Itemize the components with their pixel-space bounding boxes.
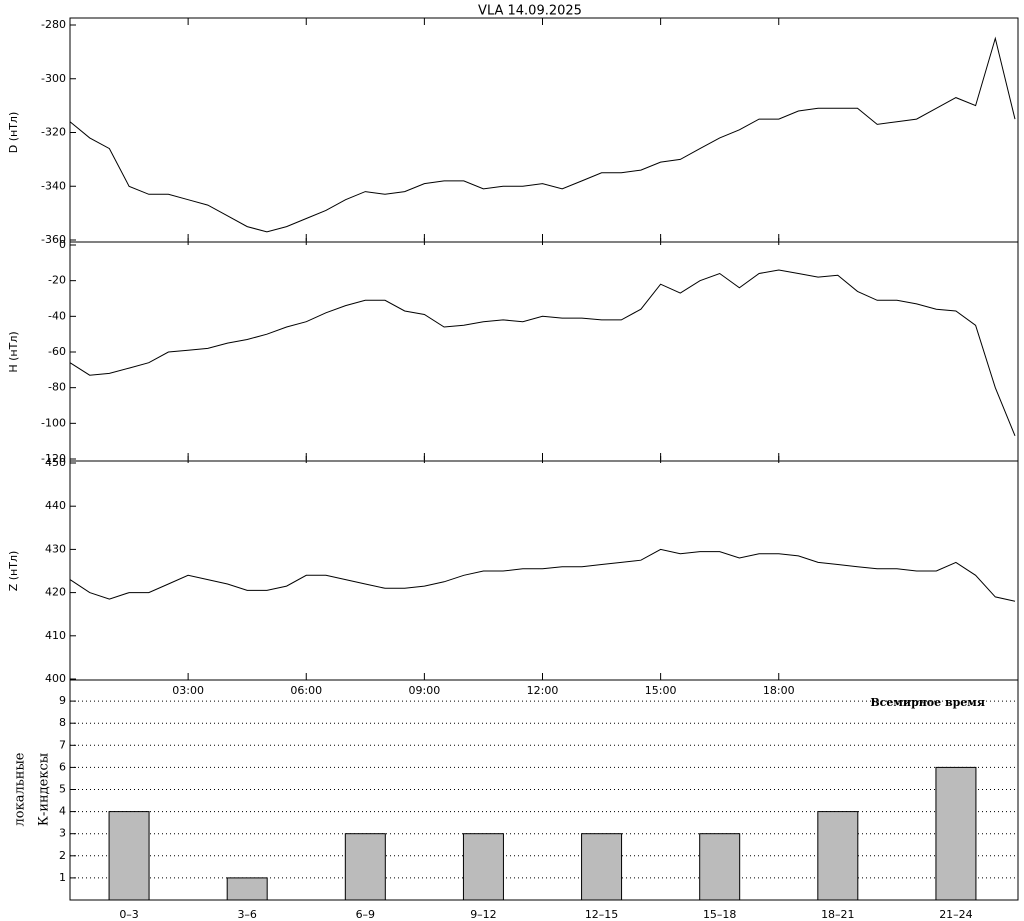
bar bbox=[462, 833, 504, 901]
y-tick-label: 2 bbox=[59, 849, 66, 862]
x-tick-label: 6–9 bbox=[356, 908, 376, 921]
y-tick-label: 1 bbox=[59, 871, 66, 884]
y-tick-label: 410 bbox=[45, 629, 66, 642]
y-tick-label: -340 bbox=[41, 179, 66, 192]
x-tick-label: 3–6 bbox=[237, 908, 257, 921]
y-tick-label: -300 bbox=[41, 72, 66, 85]
x-tick-label: 18–21 bbox=[821, 908, 855, 921]
y-tick-label: 7 bbox=[59, 738, 66, 751]
x-tick-label: 15–18 bbox=[703, 908, 737, 921]
y-tick-label: -80 bbox=[48, 381, 66, 394]
x-tick-label: 21–24 bbox=[939, 908, 973, 921]
y-tick-label: -320 bbox=[41, 126, 66, 139]
x-tick-label: 03:00 bbox=[172, 684, 204, 697]
y-tick-label: 440 bbox=[45, 499, 66, 512]
y-tick-label: 450 bbox=[45, 456, 66, 469]
bar bbox=[344, 833, 386, 901]
y-axis-label: локальные bbox=[13, 752, 28, 826]
bar bbox=[108, 811, 150, 901]
y-tick-label: -280 bbox=[41, 18, 66, 31]
y-tick-label: -20 bbox=[48, 274, 66, 287]
y-tick-label: 430 bbox=[45, 542, 66, 555]
annotation: Всемирное время bbox=[870, 696, 985, 709]
x-tick-label: 18:00 bbox=[763, 684, 795, 697]
bar bbox=[226, 877, 268, 901]
data-line bbox=[69, 36, 1016, 233]
panel-frame bbox=[69, 679, 1019, 901]
y-tick-label: 0 bbox=[59, 238, 66, 251]
y-tick-label: 9 bbox=[59, 694, 66, 707]
y-axis-label: D (нТл) bbox=[7, 112, 20, 154]
x-tick-label: 9–12 bbox=[470, 908, 497, 921]
y-tick-label: -40 bbox=[48, 309, 66, 322]
y-axis-label: Z (нТл) bbox=[7, 551, 20, 592]
y-tick-label: -100 bbox=[41, 416, 66, 429]
y-tick-label: 3 bbox=[59, 827, 66, 840]
panel-frame bbox=[69, 241, 1019, 462]
panel-frame bbox=[69, 460, 1019, 681]
bar bbox=[817, 811, 859, 901]
x-tick-label: 12:00 bbox=[527, 684, 559, 697]
y-tick-label: 400 bbox=[45, 672, 66, 685]
y-tick-label: 8 bbox=[59, 716, 66, 729]
bar bbox=[699, 833, 741, 901]
y-tick-label: 4 bbox=[59, 805, 66, 818]
chart-title: VLA 14.09.2025 bbox=[478, 4, 582, 19]
y-tick-label: -60 bbox=[48, 345, 66, 358]
y-tick-label: -360 bbox=[41, 233, 66, 246]
y-axis-label: К-индексы bbox=[37, 753, 52, 826]
panel-frame bbox=[69, 17, 1019, 243]
x-tick-label: 0–3 bbox=[119, 908, 139, 921]
x-tick-label: 12–15 bbox=[585, 908, 619, 921]
y-tick-label: 420 bbox=[45, 586, 66, 599]
bar bbox=[581, 833, 623, 901]
y-tick-label: -120 bbox=[41, 452, 66, 465]
y-tick-label: 6 bbox=[59, 760, 66, 773]
data-line bbox=[69, 269, 1016, 436]
x-tick-label: 09:00 bbox=[409, 684, 441, 697]
x-tick-label: 06:00 bbox=[290, 684, 322, 697]
data-line bbox=[69, 548, 1016, 602]
y-tick-label: 5 bbox=[59, 783, 66, 796]
bar bbox=[935, 766, 977, 901]
y-axis-label: H (нТл) bbox=[7, 331, 20, 372]
x-tick-label: 15:00 bbox=[645, 684, 677, 697]
